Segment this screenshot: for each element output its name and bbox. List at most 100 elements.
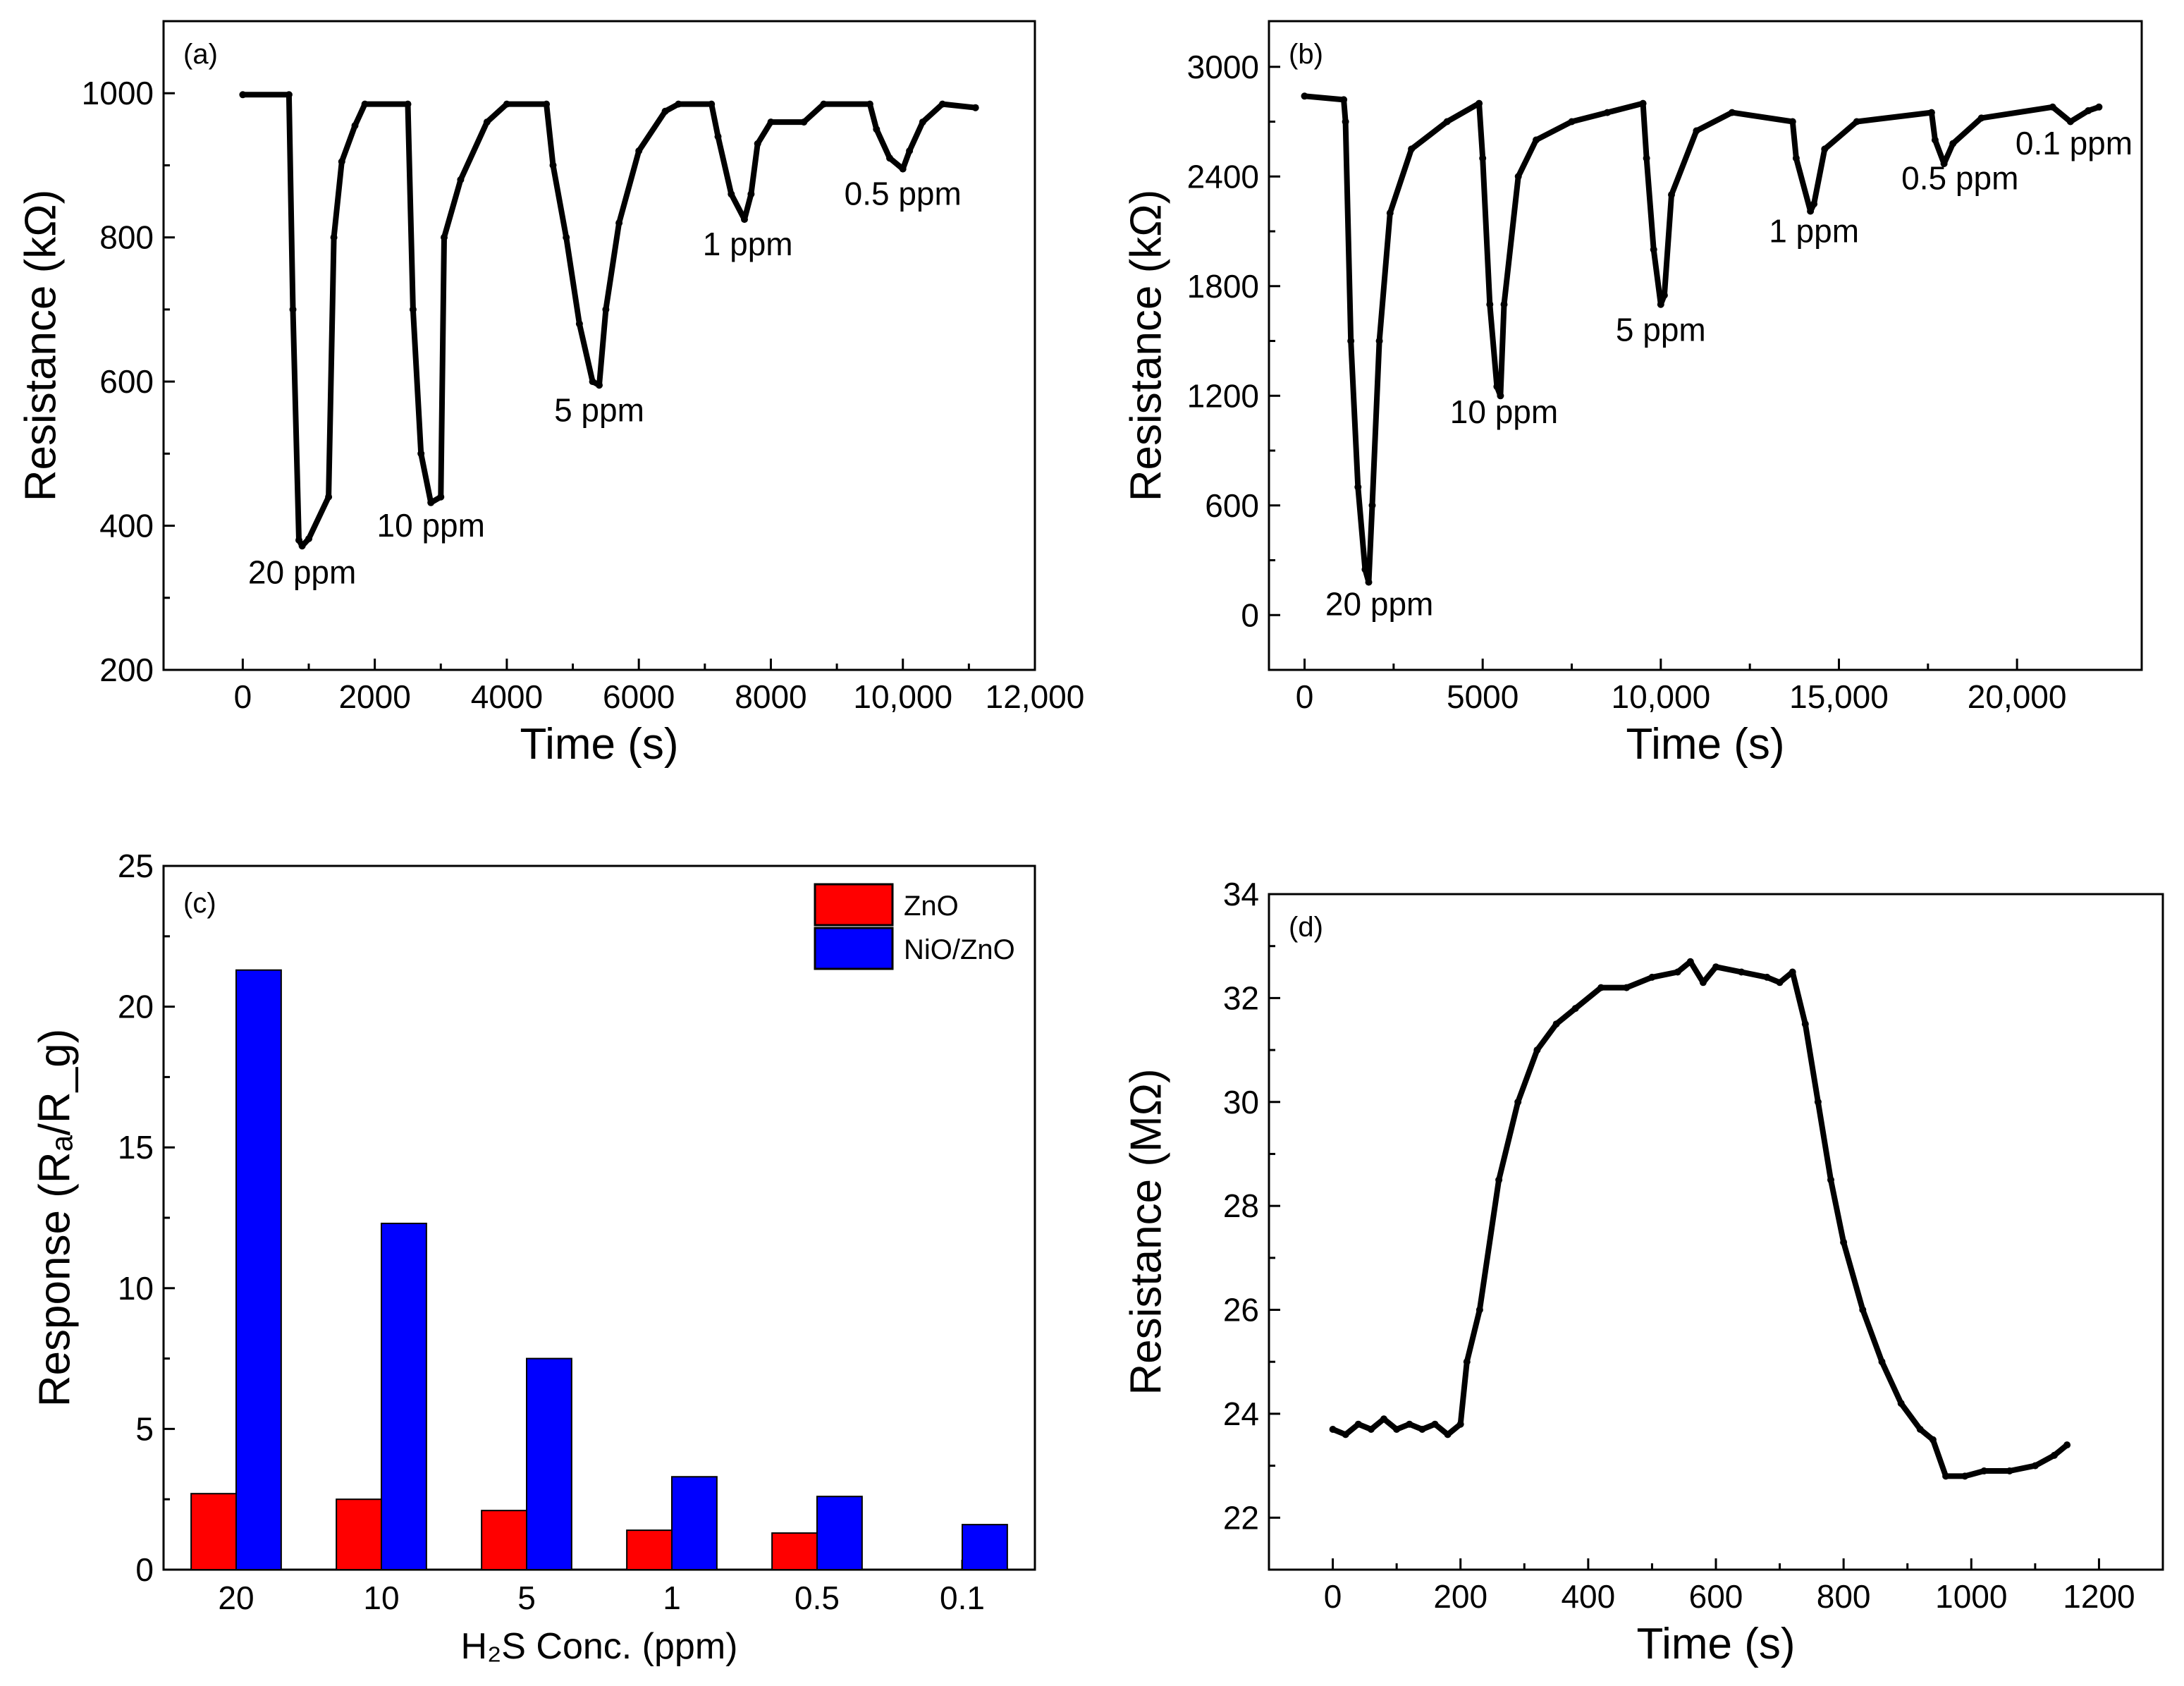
data-point — [1444, 1431, 1452, 1438]
y-tick-label: 5 — [135, 1410, 154, 1447]
data-point — [1763, 973, 1771, 981]
x-tick-label: 10 — [363, 1580, 399, 1616]
data-point — [1368, 501, 1376, 509]
panel-label: (a) — [183, 39, 218, 70]
data-point — [919, 118, 926, 126]
data-point — [285, 91, 293, 99]
bar-niozno — [962, 1524, 1008, 1570]
panel-c: 0 5 10 15 20 25 20 10 5 1 0.5 0.1 H₂S Conc. (ppm) Res… — [30, 848, 1036, 1667]
data-point — [1712, 963, 1719, 971]
x-tick-label: 5000 — [1447, 678, 1519, 715]
data-point — [2095, 103, 2103, 111]
data-point — [1533, 136, 1540, 144]
data-point — [1375, 337, 1383, 345]
data-point — [1738, 968, 1746, 976]
data-point — [1648, 973, 1656, 981]
y-tick-label: 34 — [1223, 876, 1259, 912]
data-point — [800, 118, 808, 126]
data-point — [1789, 118, 1796, 126]
data-point — [1674, 968, 1681, 976]
data-point — [1500, 300, 1508, 308]
data-point — [1929, 1436, 1937, 1443]
x-tick-label: 10,000 — [1611, 678, 1710, 715]
data-point — [1916, 1426, 1924, 1433]
plot-frame — [162, 20, 1036, 671]
data-point — [1418, 1426, 1426, 1433]
y-tick-label: 2400 — [1187, 158, 1259, 195]
data-point — [708, 100, 716, 108]
bar-niozno — [526, 1357, 572, 1570]
data-point — [1878, 1358, 1886, 1366]
x-tick-label: 0.1 — [940, 1580, 985, 1616]
data-point — [1493, 383, 1501, 391]
concentration-annotation: 10 ppm — [1450, 393, 1558, 430]
data-point — [1463, 1358, 1471, 1366]
plot-frame — [1268, 20, 2143, 671]
bar-zno — [190, 1493, 238, 1571]
data-point — [1686, 958, 1694, 965]
data-point — [1514, 1098, 1522, 1106]
legend: ZnO NiO/ZnO — [814, 883, 1015, 970]
data-point — [503, 100, 510, 108]
x-tick-label: 600 — [1689, 1578, 1743, 1615]
data-point — [549, 161, 557, 169]
data-point — [1949, 140, 1957, 147]
bar-zno — [771, 1532, 818, 1571]
data-point — [417, 450, 425, 458]
data-point — [1406, 1420, 1413, 1428]
y-tick-label: 1200 — [1187, 377, 1259, 414]
data-point — [615, 219, 623, 227]
data-point — [1361, 566, 1369, 573]
concentration-annotation: 5 ppm — [554, 391, 644, 428]
data-point — [1340, 96, 1348, 104]
data-point — [437, 493, 445, 501]
data-point — [1859, 1306, 1867, 1314]
data-point — [1931, 136, 1939, 144]
data-point — [866, 100, 873, 108]
bar-niozno — [816, 1496, 863, 1571]
data-point — [1789, 968, 1796, 976]
x-tick-label: 0 — [1324, 1578, 1342, 1615]
x-axis-label: Time (s) — [1637, 1620, 1796, 1668]
y-axis-label: Resistance (kΩ) — [16, 190, 65, 502]
data-point — [1514, 173, 1522, 181]
data-point — [1431, 1420, 1439, 1428]
x-tick-label: 8000 — [735, 678, 806, 715]
data-point — [1568, 118, 1576, 126]
data-point — [589, 378, 596, 386]
data-point — [820, 100, 828, 108]
x-tick-label: 200 — [1433, 1578, 1487, 1615]
y-tick-label: 30 — [1223, 1084, 1259, 1120]
y-tick-label: 3000 — [1187, 49, 1259, 85]
data-point — [886, 154, 893, 162]
data-point — [1479, 154, 1487, 162]
concentration-annotation: 1 ppm — [703, 226, 793, 262]
data-point — [938, 100, 946, 108]
data-point — [330, 233, 338, 241]
y-tick-label: 0 — [135, 1551, 154, 1588]
bar-zno — [336, 1498, 383, 1570]
panel-label: (c) — [183, 888, 216, 919]
y-tick-label: 600 — [1205, 487, 1259, 524]
data-point — [754, 140, 761, 147]
data-point — [1347, 337, 1355, 345]
data-point — [483, 118, 491, 126]
data-point — [728, 190, 735, 198]
data-point — [1393, 1426, 1401, 1433]
y-tick-label: 15 — [118, 1129, 154, 1166]
concentration-annotation: 1 ppm — [1769, 213, 1859, 250]
x-tick-label: 2000 — [338, 678, 410, 715]
data-point — [899, 165, 907, 173]
data-point — [427, 499, 435, 506]
data-point — [873, 126, 881, 133]
data-point — [1533, 1046, 1541, 1054]
data-point — [1792, 154, 1800, 162]
x-tick-label: 15,000 — [1789, 678, 1889, 715]
legend-label: NiO/ZnO — [904, 934, 1015, 965]
legend-label: ZnO — [904, 891, 959, 922]
data-point — [971, 104, 979, 111]
concentration-annotation: 0.5 ppm — [1901, 159, 2018, 196]
data-point — [1495, 1176, 1503, 1184]
y-tick-label: 22 — [1223, 1499, 1259, 1536]
data-point — [767, 118, 775, 126]
